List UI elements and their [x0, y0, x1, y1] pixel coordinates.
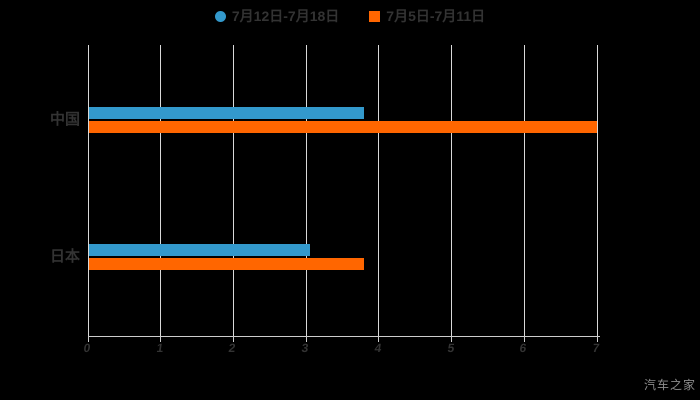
axis-tick	[232, 336, 234, 342]
legend-item-1[interactable]: 7月5日-7月11日	[369, 6, 485, 26]
legend-label: 7月5日-7月11日	[386, 8, 486, 24]
x-tick-label: 1	[155, 341, 165, 355]
axis-tick	[160, 336, 162, 342]
x-tick-label: 3	[300, 341, 310, 355]
gridline	[160, 45, 162, 336]
axis-tick	[523, 336, 525, 342]
axis-tick	[305, 336, 307, 342]
gridline	[451, 45, 453, 336]
bar-cat0-series1	[89, 120, 597, 133]
axis-tick	[596, 336, 598, 342]
gridline	[523, 45, 525, 336]
legend-label: 7月12日-7月18日	[231, 8, 340, 24]
y-category-label: 日本	[49, 247, 80, 265]
legend-marker-square-icon	[369, 10, 381, 22]
bar-cat0-series0	[89, 106, 365, 119]
x-tick-label: 0	[82, 341, 92, 355]
y-category-label: 中国	[49, 110, 80, 128]
gridline	[378, 45, 380, 336]
axis-tick	[451, 336, 453, 342]
gridline	[305, 45, 307, 336]
x-tick-label: 4	[373, 341, 383, 355]
x-tick-label: 2	[228, 341, 237, 355]
gridline	[87, 45, 89, 336]
legend: 7月12日-7月18日 7月5日-7月11日	[0, 5, 700, 27]
bar-cat1-series1	[89, 257, 365, 270]
x-tick-label: 7	[591, 341, 601, 355]
gridline	[232, 45, 234, 336]
axis-tick	[378, 336, 380, 342]
x-axis-line	[88, 336, 600, 337]
watermark: 汽车之家	[643, 378, 696, 392]
x-tick-label: 5	[446, 341, 455, 355]
legend-marker-circle-icon	[214, 10, 226, 22]
axis-tick	[87, 336, 89, 342]
bar-cat1-series0	[89, 243, 310, 256]
x-tick-label: 6	[518, 341, 528, 355]
legend-item-0[interactable]: 7月12日-7月18日	[214, 6, 340, 26]
gridline	[596, 45, 598, 336]
